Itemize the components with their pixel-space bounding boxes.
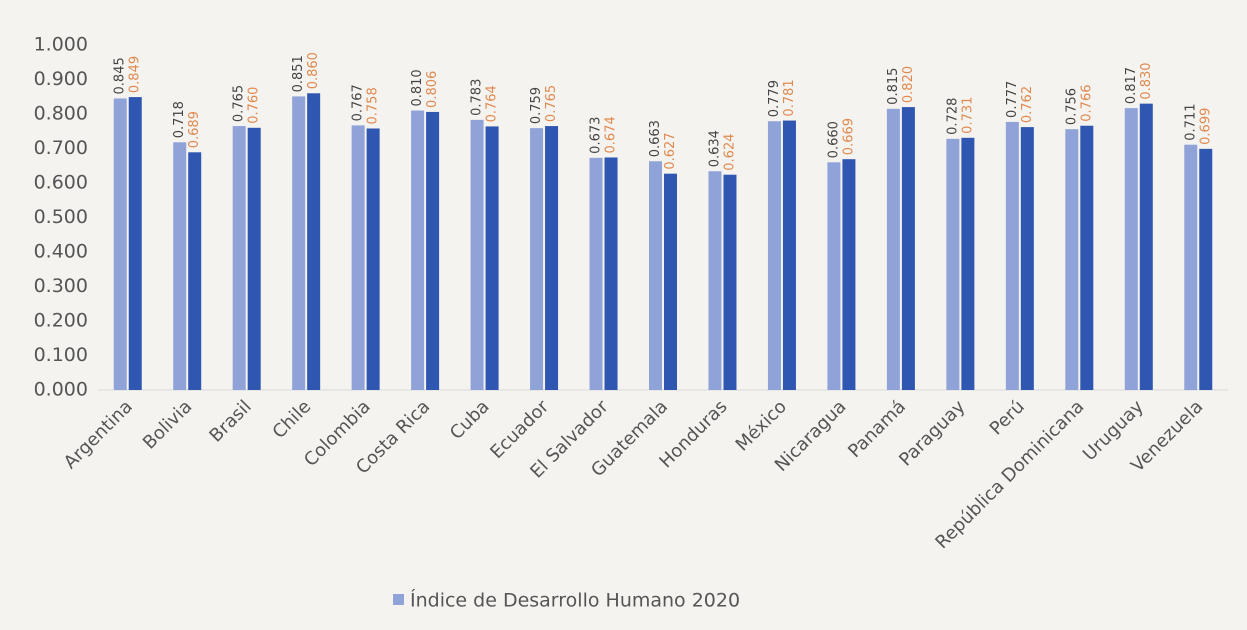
bar [708,171,722,390]
x-tick-label: Brasil [205,396,255,446]
value-label: 0.660 [826,121,841,158]
x-tick-label: Bolivia [139,396,196,453]
value-label: 0.765 [232,85,247,122]
bar [426,111,440,391]
x-tick-label: Paraguay [895,396,970,471]
bar [128,97,142,390]
value-label: 0.634 [707,130,722,167]
value-label: 0.851 [291,55,306,92]
bar [767,121,781,391]
value-label: 0.766 [1079,85,1094,122]
y-tick-label: 0.600 [34,172,88,194]
y-tick-label: 0.500 [34,206,88,228]
value-label: 0.767 [351,84,366,121]
y-tick-label: 0.800 [34,103,88,125]
bar [589,157,603,390]
bar [1080,125,1094,390]
value-label: 0.815 [886,68,901,105]
value-label: 0.849 [128,56,143,93]
value-label: 0.673 [589,117,604,154]
bar [247,127,261,391]
value-label: 0.689 [187,111,202,148]
bar [485,126,499,391]
bar [188,152,202,390]
bar [827,162,841,390]
y-tick-label: 0.700 [34,137,88,159]
y-tick-label: 0.300 [34,275,88,297]
value-label: 0.781 [782,79,797,116]
bar [604,157,618,390]
x-tick-label: Cuba [446,396,494,444]
value-label: 0.860 [306,52,321,89]
value-label: 0.711 [1183,103,1198,140]
x-tick-label: Argentina [60,396,137,473]
bar [782,120,796,391]
value-label: 0.777 [1005,81,1020,118]
y-tick-label: 1.000 [34,34,88,56]
y-tick-label: 0.000 [34,379,88,401]
bar [232,126,246,390]
value-label: 0.731 [960,97,975,134]
legend-swatch [393,594,404,605]
bar [1199,148,1213,390]
y-tick-label: 0.100 [34,344,88,366]
value-label: 0.669 [841,118,856,155]
bar [113,98,127,390]
x-tick-label: Chile [269,396,316,443]
value-label: 0.806 [425,71,440,108]
value-label: 0.830 [1139,62,1154,99]
bar [545,126,559,390]
bar [664,173,677,390]
value-label: 0.627 [663,132,678,169]
bar [649,161,662,390]
bar [946,138,960,390]
y-tick-label: 0.900 [34,68,88,90]
bar [842,159,856,390]
value-label: 0.624 [722,134,737,171]
bar [886,108,900,390]
bar [1139,103,1153,391]
bar [961,137,975,390]
value-label: 0.764 [485,85,500,122]
bar [470,119,484,391]
bar [307,93,321,391]
value-label: 0.718 [172,101,187,138]
value-label: 0.756 [1064,88,1079,125]
value-label: 0.759 [529,87,544,124]
legend-label: Índice de Desarrollo Humano 2020 [410,589,740,612]
bar [1065,129,1079,390]
value-label: 0.783 [470,79,485,116]
value-label: 0.779 [767,80,782,117]
value-label: 0.845 [113,57,128,94]
x-tick-label: México [732,396,791,455]
value-label: 0.817 [1124,67,1139,104]
value-label: 0.663 [648,120,663,157]
bar [411,110,425,391]
bar [530,128,544,390]
bar [173,142,187,390]
value-label: 0.765 [544,85,559,122]
bar [1005,121,1019,390]
value-label: 0.674 [604,116,619,153]
bar [292,96,306,390]
value-label: 0.728 [945,98,960,135]
bar [901,107,915,390]
value-label: 0.760 [247,87,262,124]
y-tick-label: 0.200 [34,310,88,332]
bar [366,128,380,391]
y-tick-label: 0.400 [34,241,88,263]
value-label: 0.699 [1198,108,1213,145]
bar [351,125,365,390]
value-label: 0.820 [901,66,916,103]
value-label: 0.758 [366,87,381,124]
value-label: 0.762 [1020,86,1035,123]
x-tick-label: Perú [986,396,1029,439]
bar [1020,127,1034,391]
bar [1124,108,1138,390]
bar [723,174,737,390]
bar [1184,144,1198,390]
value-label: 0.810 [410,69,425,106]
